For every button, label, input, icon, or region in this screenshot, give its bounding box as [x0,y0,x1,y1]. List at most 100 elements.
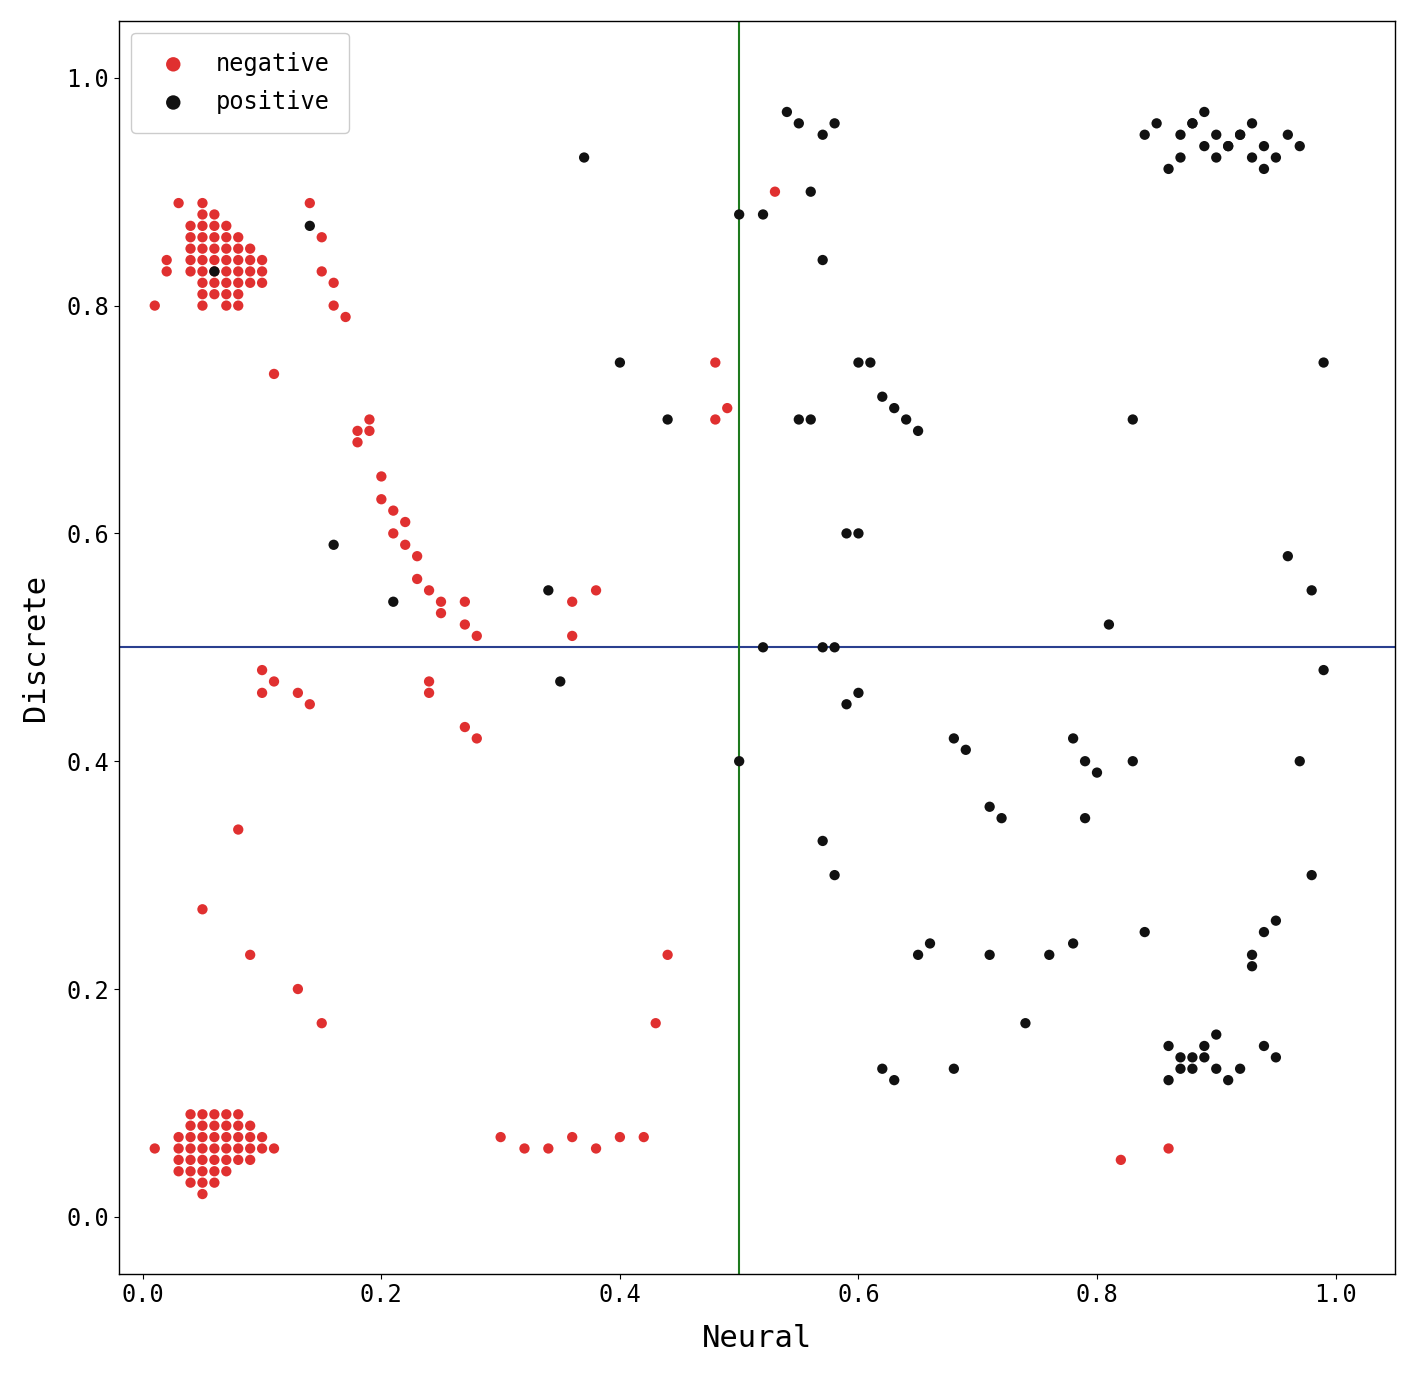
negative [370,466,392,488]
positive [978,796,1001,818]
negative [180,1127,202,1149]
negative [466,727,489,749]
X-axis label: Neural: Neural [702,1325,813,1353]
positive [1205,147,1228,169]
negative [358,420,381,442]
positive [752,203,775,225]
positive [609,352,632,374]
positive [1073,807,1096,829]
negative [202,238,225,260]
positive [1253,135,1276,157]
positive [1289,750,1311,772]
negative [215,261,238,283]
negative [215,238,238,260]
negative [513,1138,535,1160]
negative [202,1160,225,1182]
positive [919,933,942,955]
negative [191,899,214,921]
negative [239,944,262,966]
positive [943,727,966,749]
positive [1086,761,1109,783]
negative [227,1138,249,1160]
negative [227,1114,249,1136]
positive [811,249,834,271]
negative [299,192,321,214]
negative [382,500,405,522]
negative [239,1138,262,1160]
negative [191,214,214,236]
negative [202,249,225,271]
negative [299,694,321,716]
positive [1300,580,1323,602]
positive [823,864,845,886]
positive [1170,147,1192,169]
negative [239,1127,262,1149]
negative [310,227,333,249]
positive [800,408,823,430]
positive [787,408,810,430]
positive [811,636,834,658]
negative [1157,1138,1180,1160]
negative [180,249,202,271]
positive [323,534,346,556]
positive [1073,750,1096,772]
negative [202,1149,225,1171]
negative [191,192,214,214]
positive [1240,944,1263,966]
negative [263,363,286,385]
negative [453,591,476,613]
negative [191,1160,214,1182]
negative [656,944,678,966]
positive [1181,113,1204,135]
negative [704,352,726,374]
negative [644,1013,667,1035]
negative [227,1127,249,1149]
negative [323,294,346,316]
positive [895,408,918,430]
negative [227,238,249,260]
negative [143,294,166,316]
negative [167,1138,190,1160]
positive [1313,660,1335,682]
negative [227,294,249,316]
positive [906,944,929,966]
positive [871,1058,893,1080]
positive [847,522,869,544]
negative [215,1114,238,1136]
negative [215,249,238,271]
positive [1253,158,1276,180]
negative [202,1127,225,1149]
positive [1253,1035,1276,1057]
negative [1110,1149,1133,1171]
negative [346,431,368,453]
positive [728,750,750,772]
positive [1157,1035,1180,1057]
positive [847,352,869,374]
positive [1229,124,1252,146]
positive [954,739,977,761]
positive [1229,124,1252,146]
negative [215,272,238,294]
positive [835,522,858,544]
negative [215,1127,238,1149]
negative [191,261,214,283]
negative [286,978,309,1000]
negative [202,261,225,283]
positive [847,682,869,703]
negative [394,511,416,533]
positive [1146,113,1168,135]
negative [191,1183,214,1205]
negative [227,227,249,249]
negative [143,1138,166,1160]
negative [251,272,273,294]
negative [418,671,440,692]
positive [549,671,572,692]
negative [191,238,214,260]
positive [1205,1058,1228,1080]
positive [1205,124,1228,146]
negative [227,819,249,841]
positive [1240,113,1263,135]
positive [1240,147,1263,169]
negative [251,682,273,703]
negative [310,1013,333,1035]
